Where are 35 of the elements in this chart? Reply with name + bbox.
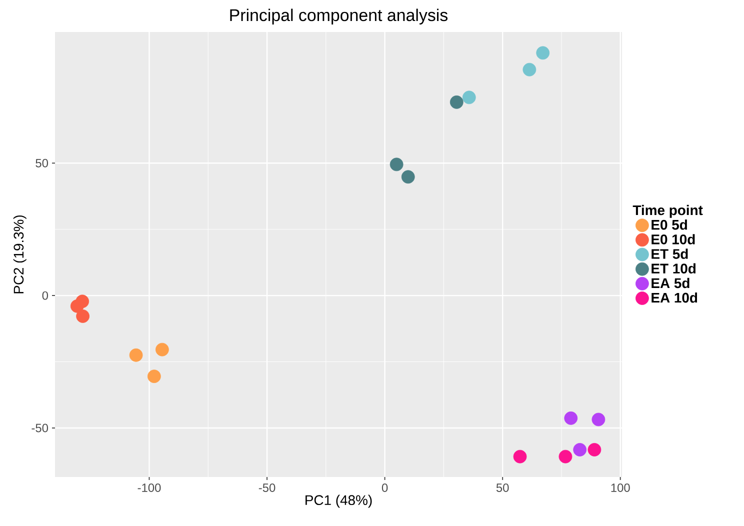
legend-title: Time point [632, 204, 703, 218]
point [390, 158, 404, 172]
point [401, 170, 415, 184]
point [573, 443, 587, 456]
legend-label: EA 5d [652, 278, 690, 288]
chart-title: Principal component analysis [230, 8, 448, 24]
y-tick-label: -50 [32, 424, 48, 432]
y-tick-label: 50 [36, 158, 48, 168]
x-axis-title: PC1 (48%) [306, 494, 372, 508]
legend-label: EA 10d [652, 292, 698, 303]
y-axis-title: PC2 (19.3%) [13, 215, 26, 294]
y-tick-label: 0 [42, 291, 48, 300]
point [70, 299, 84, 313]
x-tick-label: 50 [496, 484, 509, 492]
point [147, 370, 161, 384]
point [76, 310, 90, 323]
point [522, 62, 536, 76]
legend-label: ET 5d [652, 248, 688, 259]
point [462, 90, 476, 104]
point [558, 450, 572, 464]
point [450, 95, 464, 109]
x-tick-label: 100 [611, 484, 630, 492]
point [564, 411, 578, 425]
legend-label: E0 5d [652, 220, 687, 230]
legend-label: ET 10d [652, 263, 696, 274]
point [513, 450, 527, 464]
point [155, 342, 169, 356]
point [536, 46, 550, 60]
point [592, 412, 606, 426]
point [129, 348, 143, 362]
x-tick-label: -50 [258, 484, 276, 492]
legend-label: E0 10d [652, 234, 695, 244]
x-tick-label: 0 [382, 484, 388, 492]
point [588, 443, 602, 456]
x-tick-label: -100 [138, 484, 161, 492]
